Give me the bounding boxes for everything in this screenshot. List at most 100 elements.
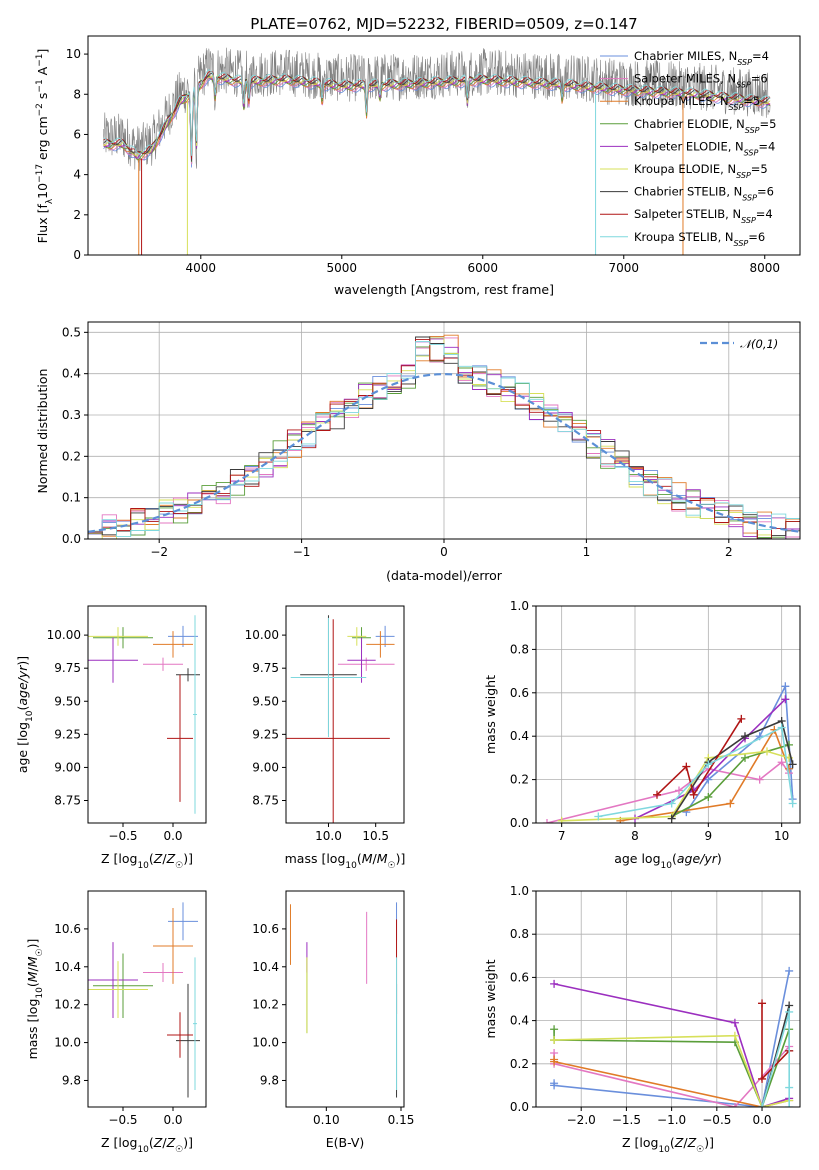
x-tick-label: 8	[631, 829, 639, 843]
y-tick-label: 0.2	[62, 449, 81, 463]
age-vs-Z-plot	[88, 615, 200, 814]
mass-weight-marker	[689, 790, 698, 799]
mass-weight-line-salpeter-elodie	[634, 698, 786, 820]
x-tick-label: −2	[150, 545, 168, 559]
mass-weight-marker	[594, 812, 603, 821]
age-vs-Z-axes: −0.5 0.0 8.75 9.00 9.25 9.50 9.75 10.00	[47, 605, 207, 843]
mass-weight-marker	[704, 775, 713, 784]
x-tick-label: 8000	[749, 261, 780, 275]
legend-entry: Chabrier STELIB, NSSP=6	[634, 185, 774, 203]
mass-weight-marker	[730, 1103, 739, 1107]
y-tick-label: 10.2	[252, 998, 279, 1012]
mass-weight-marker	[704, 760, 713, 769]
x-tick-label: −1.0	[657, 1113, 686, 1127]
y-tick-label: 9.50	[54, 694, 81, 708]
spectrum-axes: 4000 5000 6000 7000 8000 0 2 4 6 8 10	[66, 35, 801, 275]
legend-entry: Salpeter MILES, NSSP=6	[634, 72, 768, 90]
y-axis-label: age [log10(age/yr)]	[15, 656, 35, 773]
y-tick-label: 0.5	[62, 325, 81, 339]
mass-weight-marker	[737, 714, 746, 723]
mass-weight-marker	[758, 1103, 767, 1107]
mass-weight-marker	[730, 1018, 739, 1027]
x-tick-label: 0.0	[163, 1113, 182, 1127]
x-tick-label: −1.5	[612, 1113, 641, 1127]
y-tick-label: 9.8	[62, 1073, 81, 1087]
y-tick-label: 10.0	[54, 1036, 81, 1050]
mass-weight-marker	[758, 999, 767, 1008]
y-tick-label: 10.0	[252, 1036, 279, 1050]
y-tick-label: 9.8	[260, 1073, 279, 1087]
x-axis-label: Z [log10(Z/Z☉)]	[622, 1135, 714, 1155]
mass-weight-vs-age-axes: 7 8 9 10 0.0 0.2 0.4 0.6 0.8 1.0	[510, 599, 801, 843]
legend-entry: Salpeter ELODIE, NSSP=4	[634, 139, 775, 157]
mass-vs-EBV-frame	[285, 890, 405, 1108]
y-tick-label: 10.4	[54, 960, 81, 974]
spectrum-plot	[103, 47, 771, 255]
y-tick-label: 0.4	[62, 367, 81, 381]
mass-weight-marker	[682, 762, 691, 771]
mass-weight-vs-age-plot	[543, 682, 797, 823]
chart-title: PLATE=0762, MJD=52232, FIBERID=0509, z=0…	[250, 15, 637, 33]
x-axis-label: mass [log10(M/M☉)]	[285, 851, 406, 871]
x-tick-label: 10	[774, 829, 789, 843]
mass-weight-marker	[788, 760, 797, 769]
y-tick-label: 9.00	[54, 760, 81, 774]
mass-weight-marker	[730, 1031, 739, 1040]
x-tick-label: 7	[558, 829, 566, 843]
mass-weight-marker	[777, 758, 786, 767]
x-tick-label: 2	[725, 545, 733, 559]
normal-reference-curve	[88, 372, 800, 533]
y-tick-label: 0.8	[510, 927, 529, 941]
mass-weight-marker	[785, 1007, 794, 1016]
y-axis-label: mass weight	[483, 959, 498, 1038]
x-tick-label: −0.5	[108, 1113, 137, 1127]
age-vs-mass-axes: 10.0 10.5 8.75 9.00 9.25 9.50 9.75 10.00	[245, 605, 405, 843]
y-tick-label: 1.0	[510, 884, 529, 898]
mass-weight-line-kroupa-miles	[620, 727, 790, 822]
legend-entry: Kroupa MILES, NSSP=5	[634, 94, 760, 112]
y-tick-label: 4	[73, 168, 81, 182]
mass-weight-marker	[726, 799, 735, 808]
x-tick-label: 10.5	[362, 829, 389, 843]
y-axis-label: Normed distribution	[35, 369, 50, 494]
mass-weight-marker	[550, 1025, 559, 1034]
y-tick-label: 9.00	[252, 760, 279, 774]
mass-weight-vs-Z-frame	[535, 890, 801, 1108]
legend-entry: Kroupa STELIB, NSSP=6	[634, 230, 765, 248]
y-tick-label: 0.0	[510, 1100, 529, 1114]
mass-weight-marker	[777, 723, 786, 732]
legend-entry: Chabrier ELODIE, NSSP=5	[634, 117, 776, 135]
y-tick-label: 10.2	[54, 998, 81, 1012]
mass-weight-marker	[788, 799, 797, 808]
legend-entry: Kroupa ELODIE, NSSP=5	[634, 162, 768, 180]
y-tick-label: 2	[73, 208, 81, 222]
mass-weight-line-salpeter-elodie	[553, 983, 790, 1107]
mass-weight-marker	[741, 732, 749, 741]
y-tick-label: 9.25	[54, 727, 81, 741]
residuals-axes: −2 −1 0 1 2 0.0 0.1 0.2 0.3 0.4 0.5	[62, 321, 801, 559]
mass-weight-marker	[758, 1074, 767, 1083]
mass-weight-marker	[653, 790, 661, 799]
mass-weight-vs-Z-axes: −2.0 −1.5 −1.0 −0.5 0.0 0.0 0.2 0.4 0.6 0.8 1.0	[510, 884, 801, 1127]
mass-weight-marker	[543, 819, 551, 823]
mass-weight-marker	[550, 1081, 559, 1090]
x-tick-label: 10.0	[315, 829, 342, 843]
age-vs-mass-plot	[286, 615, 395, 823]
x-axis-label: wavelength [Angstrom, rest frame]	[334, 282, 554, 297]
mass-weight-line-salpeter-stelib	[656, 718, 742, 797]
x-tick-label: 4000	[186, 261, 217, 275]
x-tick-label: −0.5	[702, 1113, 731, 1127]
mass-vs-EBV-axes: 0.10 0.15 9.8 10.0 10.2 10.4 10.6	[252, 890, 414, 1127]
mass-weight-marker	[557, 816, 566, 823]
residual-histogram-salpeter-stelib	[88, 339, 800, 539]
legend-entry: 𝒩(0,1)	[740, 337, 778, 351]
y-tick-label: 10	[66, 47, 81, 61]
x-tick-label: 0.0	[752, 1113, 771, 1127]
x-tick-label: −1	[293, 545, 311, 559]
mass-weight-marker	[785, 764, 793, 773]
spectrum-frame	[87, 35, 801, 256]
y-tick-label: 9.75	[252, 661, 279, 675]
x-tick-label: 0	[440, 545, 448, 559]
y-tick-label: 1.0	[510, 599, 529, 613]
